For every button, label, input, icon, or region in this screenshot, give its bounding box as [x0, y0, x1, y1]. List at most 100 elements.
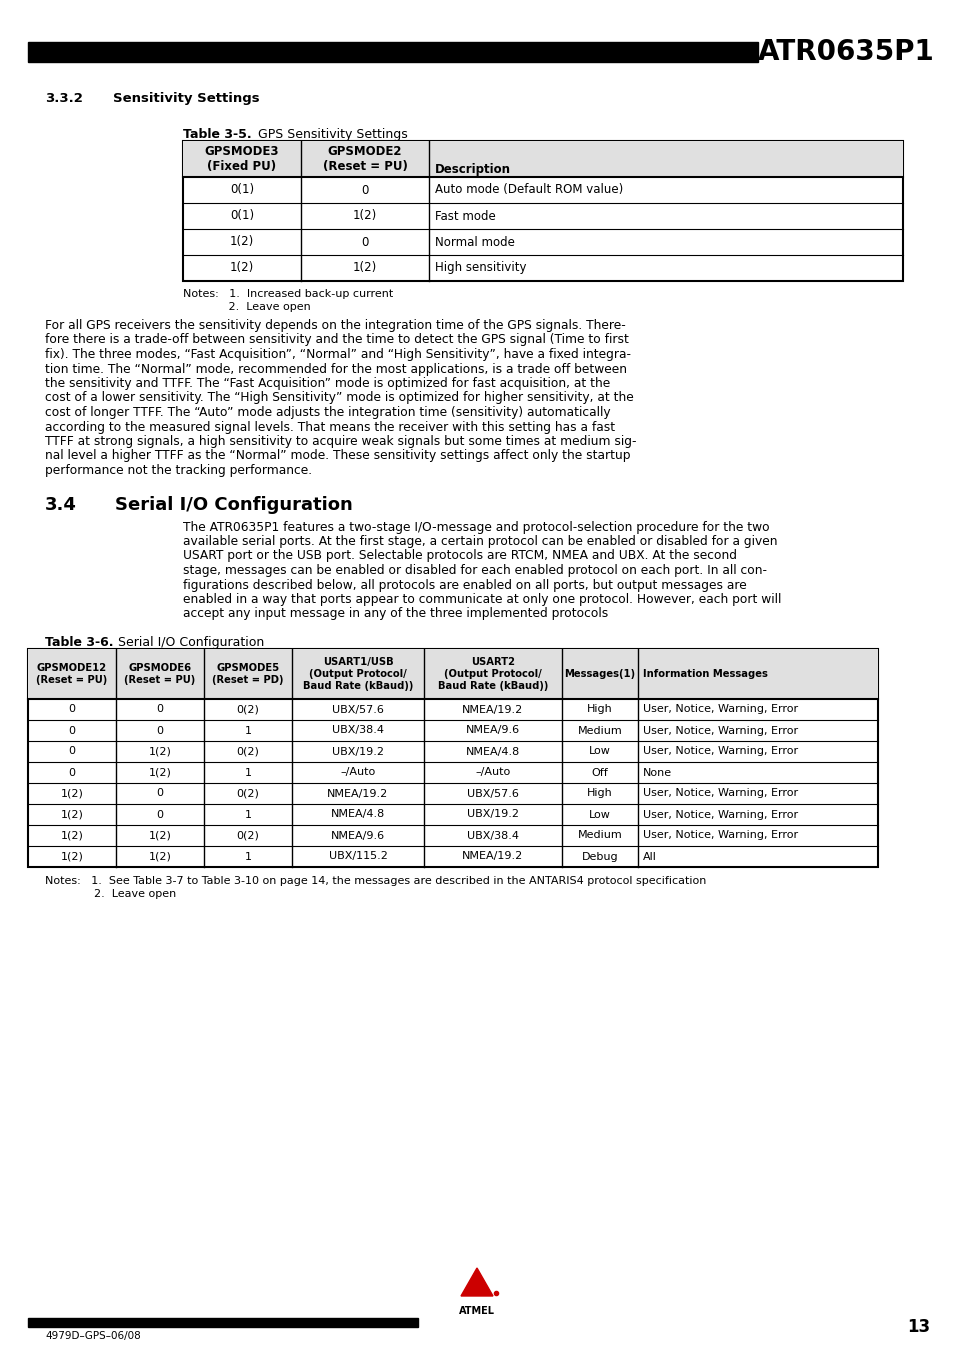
Bar: [28, 1318, 417, 1327]
Text: UBX/19.2: UBX/19.2: [467, 810, 518, 819]
Text: 2.  Leave open: 2. Leave open: [45, 890, 176, 899]
Text: Table 3-6.: Table 3-6.: [45, 636, 113, 649]
Text: Messages(1): Messages(1): [564, 670, 635, 679]
Text: UBX/38.4: UBX/38.4: [467, 830, 518, 841]
Text: Notes:   1.  See Table 3-7 to Table 3-10 on page 14, the messages are described : Notes: 1. See Table 3-7 to Table 3-10 on…: [45, 876, 705, 886]
Text: 0(2): 0(2): [236, 830, 259, 841]
Text: 1(2): 1(2): [60, 810, 83, 819]
Text: GPSMODE5
(Reset = PD): GPSMODE5 (Reset = PD): [212, 663, 283, 684]
Text: cost of longer TTFF. The “Auto” mode adjusts the integration time (sensitivity) : cost of longer TTFF. The “Auto” mode adj…: [45, 406, 610, 418]
Text: 0: 0: [156, 705, 163, 714]
Text: UBX/19.2: UBX/19.2: [332, 747, 384, 756]
Text: User, Notice, Warning, Error: User, Notice, Warning, Error: [642, 830, 798, 841]
Text: For all GPS receivers the sensitivity depends on the integration time of the GPS: For all GPS receivers the sensitivity de…: [45, 319, 625, 332]
Text: –/Auto: –/Auto: [340, 768, 375, 778]
Text: 1: 1: [244, 810, 252, 819]
Text: NMEA/19.2: NMEA/19.2: [462, 852, 523, 861]
Text: Medium: Medium: [577, 830, 621, 841]
Text: 1(2): 1(2): [149, 830, 172, 841]
Text: 1(2): 1(2): [230, 235, 253, 248]
Text: 1(2): 1(2): [353, 262, 376, 274]
Text: Normal mode: Normal mode: [435, 235, 515, 248]
Text: 0: 0: [361, 184, 368, 197]
Text: TTFF at strong signals, a high sensitivity to acquire weak signals but some time: TTFF at strong signals, a high sensitivi…: [45, 435, 636, 448]
Text: 1(2): 1(2): [149, 768, 172, 778]
Bar: [183, 140, 902, 177]
Text: enabled in a way that ports appear to communicate at only one protocol. However,: enabled in a way that ports appear to co…: [183, 593, 781, 606]
Text: High sensitivity: High sensitivity: [435, 262, 526, 274]
Text: USART2
(Output Protocol/
Baud Rate (kBaud)): USART2 (Output Protocol/ Baud Rate (kBau…: [437, 657, 548, 691]
Text: Serial I/O Configuration: Serial I/O Configuration: [115, 497, 353, 514]
Text: 0: 0: [156, 725, 163, 736]
Text: Debug: Debug: [581, 852, 618, 861]
Bar: [28, 649, 877, 699]
Text: ATR0635P1: ATR0635P1: [758, 38, 934, 66]
Text: 0(2): 0(2): [236, 788, 259, 798]
Text: tion time. The “Normal” mode, recommended for the most applications, is a trade : tion time. The “Normal” mode, recommende…: [45, 363, 626, 375]
Text: 3.3.2: 3.3.2: [45, 92, 83, 105]
Text: available serial ports. At the first stage, a certain protocol can be enabled or: available serial ports. At the first sta…: [183, 535, 777, 548]
Text: 0: 0: [156, 788, 163, 798]
Text: NMEA/19.2: NMEA/19.2: [327, 788, 388, 798]
Text: Notes:   1.  Increased back-up current: Notes: 1. Increased back-up current: [183, 289, 393, 298]
Text: GPSMODE6
(Reset = PU): GPSMODE6 (Reset = PU): [124, 663, 195, 684]
Text: UBX/38.4: UBX/38.4: [332, 725, 384, 736]
Text: NMEA/9.6: NMEA/9.6: [331, 830, 385, 841]
Text: None: None: [642, 768, 672, 778]
Text: nal level a higher TTFF as the “Normal” mode. These sensitivity settings affect : nal level a higher TTFF as the “Normal” …: [45, 450, 630, 463]
Text: GPSMODE12
(Reset = PU): GPSMODE12 (Reset = PU): [36, 663, 108, 684]
Text: 1(2): 1(2): [230, 262, 253, 274]
Text: User, Notice, Warning, Error: User, Notice, Warning, Error: [642, 725, 798, 736]
Text: 0: 0: [156, 810, 163, 819]
Text: Table 3-5.: Table 3-5.: [183, 128, 252, 140]
Text: 0(2): 0(2): [236, 747, 259, 756]
Text: 1(2): 1(2): [60, 830, 83, 841]
Text: accept any input message in any of the three implemented protocols: accept any input message in any of the t…: [183, 608, 608, 621]
Text: GPSMODE3
(Fixed PU): GPSMODE3 (Fixed PU): [205, 144, 279, 173]
Text: the sensitivity and TTFF. The “Fast Acquisition” mode is optimized for fast acqu: the sensitivity and TTFF. The “Fast Acqu…: [45, 377, 610, 390]
Text: 0: 0: [69, 768, 75, 778]
Text: Serial I/O Configuration: Serial I/O Configuration: [118, 636, 264, 649]
Text: 0(2): 0(2): [236, 705, 259, 714]
Text: ATMEL: ATMEL: [458, 1305, 495, 1316]
Text: Low: Low: [588, 810, 610, 819]
Text: 1(2): 1(2): [149, 747, 172, 756]
Text: Off: Off: [591, 768, 608, 778]
Text: UBX/57.6: UBX/57.6: [332, 705, 383, 714]
Text: NMEA/4.8: NMEA/4.8: [465, 747, 519, 756]
Text: GPS Sensitivity Settings: GPS Sensitivity Settings: [257, 128, 407, 140]
Text: 3.4: 3.4: [45, 497, 77, 514]
Text: High: High: [586, 788, 612, 798]
Text: fore there is a trade-off between sensitivity and the time to detect the GPS sig: fore there is a trade-off between sensit…: [45, 333, 628, 347]
Text: Medium: Medium: [577, 725, 621, 736]
Text: The ATR0635P1 features a two-stage I/O-message and protocol-selection procedure : The ATR0635P1 features a two-stage I/O-m…: [183, 521, 769, 533]
Text: Fast mode: Fast mode: [435, 209, 496, 223]
Text: NMEA/9.6: NMEA/9.6: [465, 725, 519, 736]
Text: –/Auto: –/Auto: [475, 768, 510, 778]
Text: GPSMODE2
(Reset = PU): GPSMODE2 (Reset = PU): [322, 144, 407, 173]
Bar: [28, 42, 758, 62]
Bar: [183, 140, 902, 281]
Text: 2.  Leave open: 2. Leave open: [183, 302, 311, 312]
Text: UBX/57.6: UBX/57.6: [467, 788, 518, 798]
Text: USART1/USB
(Output Protocol/
Baud Rate (kBaud)): USART1/USB (Output Protocol/ Baud Rate (…: [302, 657, 413, 691]
Bar: [28, 649, 877, 867]
Text: 13: 13: [906, 1318, 929, 1335]
Text: 1: 1: [244, 852, 252, 861]
Text: 1(2): 1(2): [60, 788, 83, 798]
Text: 0(1): 0(1): [230, 209, 253, 223]
Text: according to the measured signal levels. That means the receiver with this setti: according to the measured signal levels.…: [45, 420, 615, 433]
Text: NMEA/4.8: NMEA/4.8: [331, 810, 385, 819]
Text: High: High: [586, 705, 612, 714]
Text: 0: 0: [69, 725, 75, 736]
Text: 0: 0: [361, 235, 368, 248]
Text: 1(2): 1(2): [60, 852, 83, 861]
Text: 1: 1: [244, 725, 252, 736]
Text: Description: Description: [435, 162, 511, 176]
Text: User, Notice, Warning, Error: User, Notice, Warning, Error: [642, 705, 798, 714]
Text: 1(2): 1(2): [149, 852, 172, 861]
Text: 1(2): 1(2): [353, 209, 376, 223]
Text: cost of a lower sensitivity. The “High Sensitivity” mode is optimized for higher: cost of a lower sensitivity. The “High S…: [45, 392, 633, 405]
Text: 4979D–GPS–06/08: 4979D–GPS–06/08: [45, 1331, 141, 1341]
Text: User, Notice, Warning, Error: User, Notice, Warning, Error: [642, 810, 798, 819]
